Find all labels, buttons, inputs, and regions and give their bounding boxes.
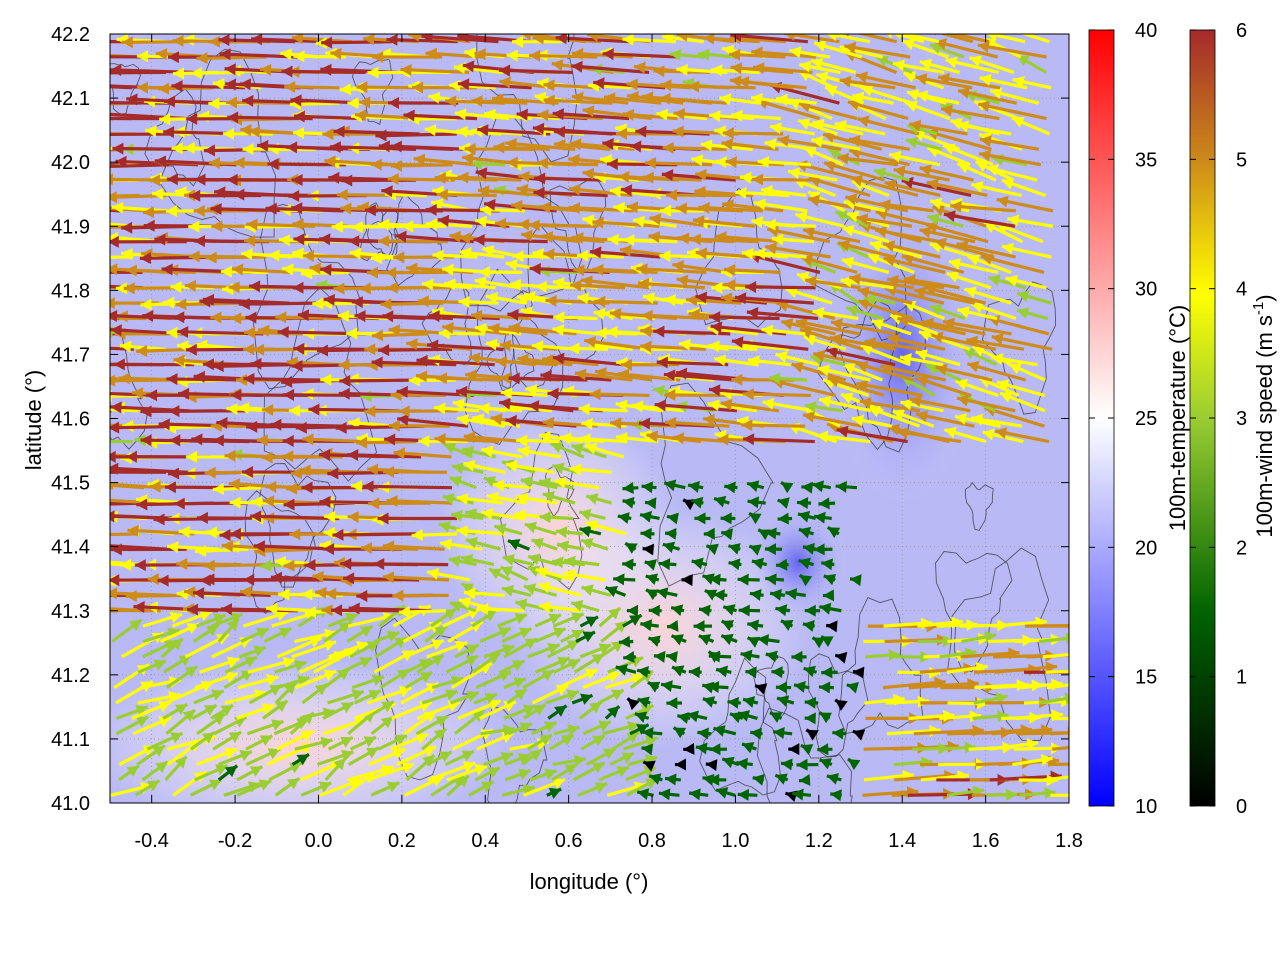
wind-vector-head — [97, 128, 108, 140]
wind-vector-head — [98, 604, 109, 616]
wind-vector-shaft — [1017, 733, 1079, 734]
wind-vector-head — [63, 175, 74, 187]
wind-vector-shaft — [59, 438, 118, 442]
wind-vector-head — [80, 387, 91, 399]
wind-vector-head — [64, 574, 75, 586]
wind-vector-1515 — [37, 111, 113, 123]
wind-vector-1625 — [46, 64, 112, 76]
wind-vector-head — [40, 218, 51, 230]
wind-vector-shaft — [94, 165, 170, 167]
wind-vector-head — [91, 372, 102, 384]
wind-vector-head — [58, 589, 69, 601]
wind-vector-head — [37, 111, 48, 123]
wind-vector-head — [62, 112, 73, 124]
wind-vector-shaft — [37, 116, 113, 118]
wind-vector-shaft — [66, 453, 113, 457]
wind-vector-head — [91, 358, 102, 370]
wind-vector-head — [44, 496, 55, 508]
wind-vector-head — [1065, 693, 1077, 705]
wind-vector-head — [104, 297, 115, 309]
wind-vector-1295 — [39, 201, 121, 213]
wind-vector-642 — [44, 496, 118, 508]
wind-vector-head — [27, 296, 38, 308]
wind-vector-shaft — [97, 134, 173, 135]
wind-vector-head — [94, 161, 105, 173]
wind-vector-shaft — [332, 534, 416, 535]
wind-vector-head — [91, 112, 102, 124]
wind-vector-head — [1066, 633, 1078, 645]
wind-vector-head — [103, 510, 114, 522]
plot-area — [25, 0, 1117, 883]
wind-vector-shaft — [61, 271, 113, 272]
wind-vector-head — [79, 387, 90, 399]
wind-vector-head — [39, 201, 50, 213]
wind-vector-head — [64, 574, 75, 586]
wind-vector-head — [96, 143, 107, 155]
wind-vector-shaft — [74, 534, 139, 535]
wind-vector-shaft — [46, 70, 112, 72]
wind-vector-head — [95, 435, 106, 447]
wind-vector-shaft — [474, 240, 548, 242]
wind-vector-742 — [59, 432, 118, 444]
wind-vector-head — [79, 252, 90, 264]
wind-vector-head — [1068, 727, 1079, 739]
wind-vector-head — [102, 326, 113, 338]
wind-vector-head — [90, 555, 101, 567]
wind-vector-head — [1074, 770, 1086, 782]
wind-vector-shaft — [362, 486, 451, 487]
wind-vector-1001 — [35, 326, 118, 338]
wind-vector-498 — [64, 574, 113, 586]
wind-vector-head — [79, 191, 90, 203]
wind-vector-head — [73, 447, 84, 459]
wind-vector-head — [64, 373, 75, 385]
wind-vector-head — [99, 108, 110, 120]
wind-vector-head — [66, 448, 77, 460]
wind-vector-shaft — [35, 332, 118, 334]
wind-vector-head — [47, 309, 58, 321]
wind-vector-1149 — [61, 265, 113, 277]
wind-vector-head — [67, 499, 78, 511]
wind-vector-head — [35, 326, 46, 338]
wind-vector-1038 — [47, 309, 120, 321]
wind-vector-shaft — [79, 257, 133, 258]
wind-vector-head — [95, 97, 106, 109]
wind-vector-shaft — [378, 349, 452, 350]
wind-vector-head — [89, 312, 100, 324]
wind-vector-shaft — [375, 134, 456, 136]
wind-vector-head — [98, 510, 109, 522]
wind-vector-head — [91, 202, 102, 214]
wind-vector-head — [62, 266, 73, 278]
wind-vector-head — [90, 221, 101, 233]
wind-vector-head — [102, 173, 113, 185]
wind-vector-shaft — [47, 315, 120, 319]
wind-vector-head — [94, 494, 105, 506]
wind-vector-head — [98, 174, 109, 186]
wind-vector-head — [65, 128, 76, 140]
wind-vector-shaft — [239, 303, 317, 304]
wind-vector-head — [94, 160, 105, 172]
wind-vector-head — [1075, 665, 1086, 677]
wind-vector-head — [78, 67, 89, 79]
wind-vector-shaft — [1045, 671, 1086, 672]
wind-vector-head — [61, 265, 72, 277]
wind-vector-head — [91, 233, 102, 245]
wind-vector-head — [79, 67, 90, 79]
wind-vector-721 — [66, 448, 113, 460]
wind-vector-head — [98, 478, 109, 490]
wind-vector-head — [59, 432, 70, 444]
wind-vector-shaft — [67, 503, 144, 505]
wind-vector-head — [46, 64, 57, 76]
wind-vector-shaft — [44, 502, 118, 503]
wind-vector-shaft — [373, 564, 448, 565]
wind-vector-shaft — [39, 207, 121, 211]
